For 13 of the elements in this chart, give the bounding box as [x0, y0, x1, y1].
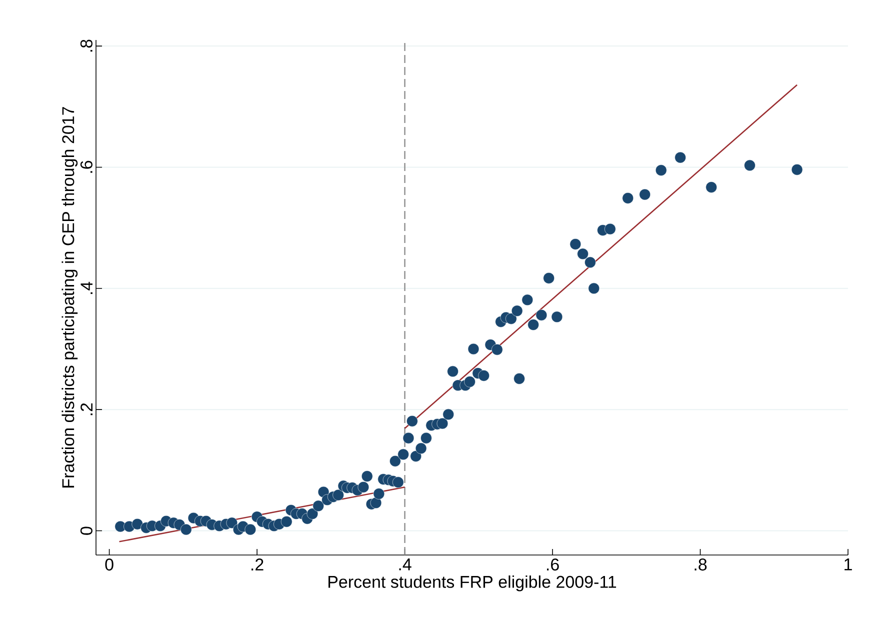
x-tick-label: .8 — [694, 558, 707, 571]
y-tick-label: .6 — [80, 160, 92, 173]
x-tick-label: .4 — [399, 558, 412, 570]
y-tick-label: .2 — [80, 403, 92, 416]
y-tick-label: .8 — [80, 40, 92, 52]
y-tick-label: 0 — [80, 526, 92, 535]
y-tick-label: .4 — [80, 282, 92, 294]
x-tick-label: 1 — [844, 558, 852, 570]
x-axis-title: Percent students FRP eligible 2009-11 — [328, 575, 616, 592]
x-tick-label: .2 — [252, 558, 264, 570]
y-axis-title: Fraction districts participating in CEP through 2017 — [62, 107, 78, 488]
x-tick-label: .6 — [546, 558, 559, 571]
x-tick-label: 0 — [105, 558, 114, 571]
